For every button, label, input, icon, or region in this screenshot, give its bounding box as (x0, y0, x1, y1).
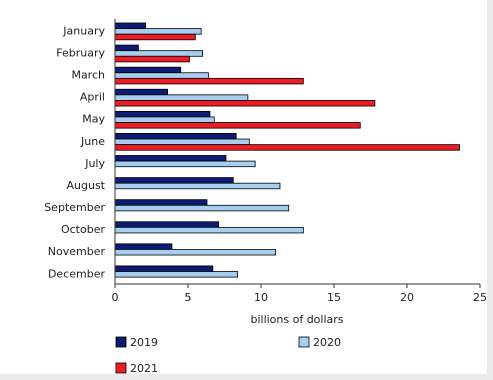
bar (114, 72, 209, 79)
bar (114, 94, 249, 101)
bar (114, 55, 190, 63)
bar (114, 138, 250, 146)
bar (114, 50, 203, 57)
x-tick-label: 10 (254, 291, 268, 304)
bar (114, 116, 215, 123)
y-tick-label: September (44, 201, 105, 214)
bar (114, 221, 220, 228)
y-tick-label: July (84, 157, 105, 170)
legend-swatch (298, 336, 310, 348)
bar (114, 155, 227, 162)
y-tick-label: October (61, 223, 105, 236)
bar (114, 204, 290, 212)
bar (114, 44, 139, 52)
bar (114, 199, 208, 206)
x-tick-label: 5 (185, 291, 192, 304)
legend-label: 2019 (130, 336, 158, 349)
legend-label: 2021 (130, 362, 158, 375)
bar (114, 160, 256, 168)
bar (114, 22, 147, 29)
bar (114, 77, 304, 85)
x-tick-label: 20 (400, 291, 414, 304)
bar (114, 33, 196, 41)
bar (114, 88, 168, 96)
x-axis-title: billions of dollars (250, 313, 343, 326)
bar (114, 249, 277, 256)
bar (114, 144, 460, 151)
bar (114, 28, 202, 35)
bar (114, 182, 281, 190)
legend-label: 2020 (313, 336, 341, 349)
bar (114, 243, 173, 250)
bar (114, 271, 239, 278)
bar (114, 226, 304, 234)
x-tick-label: 25 (473, 291, 487, 304)
y-tick-label: March (71, 69, 105, 82)
x-tick-label: 15 (327, 291, 341, 304)
bar (114, 133, 237, 140)
bar (114, 122, 361, 129)
y-tick-label: December (48, 267, 106, 280)
y-tick-label: May (82, 113, 105, 126)
legend-swatch (115, 362, 127, 374)
y-tick-label: June (80, 135, 105, 148)
y-tick-label: January (62, 24, 105, 37)
bar (114, 110, 211, 118)
bar (114, 177, 234, 184)
bar (114, 100, 376, 107)
x-tick-label: 0 (112, 291, 119, 304)
y-tick-label: November (48, 245, 106, 258)
y-tick-label: February (56, 46, 105, 59)
y-tick-label: April (80, 91, 105, 104)
bar (114, 66, 182, 74)
y-tick-label: August (67, 179, 106, 192)
legend-swatch (115, 336, 127, 348)
bar (114, 265, 214, 272)
